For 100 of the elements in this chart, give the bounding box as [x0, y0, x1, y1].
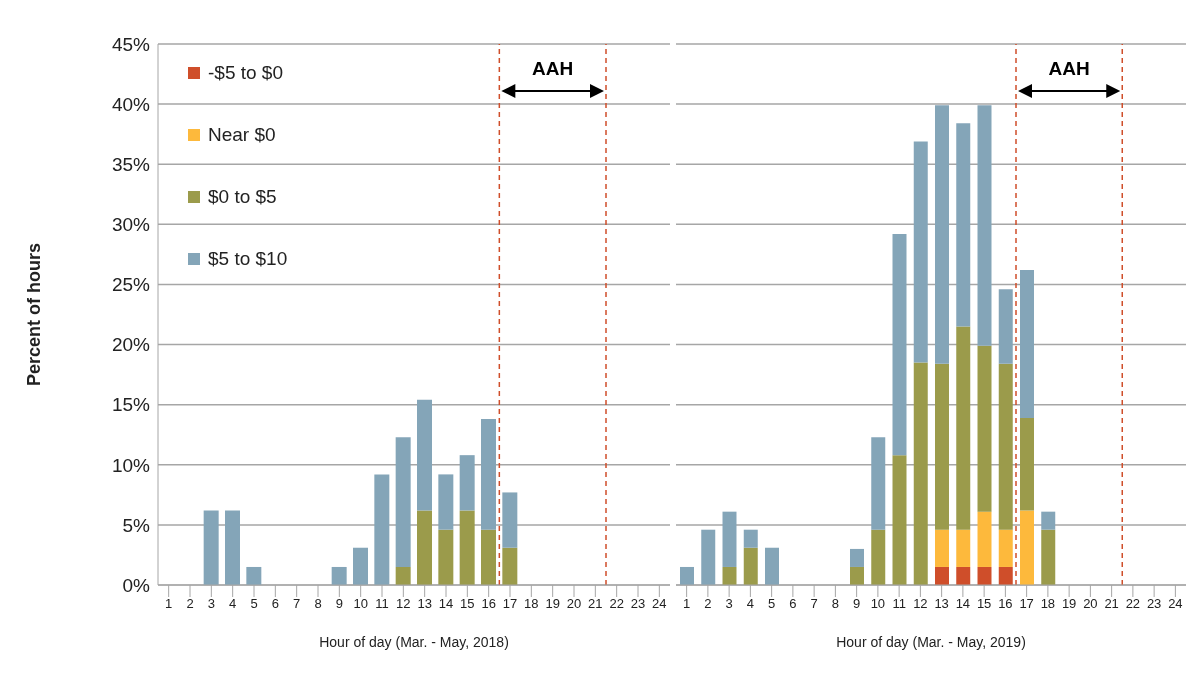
x-tick-label: 19 [1061, 596, 1077, 612]
bar [956, 123, 971, 327]
bar [203, 510, 219, 585]
x-tick-label: 23 [630, 596, 646, 612]
x-tick-label: 5 [250, 596, 258, 612]
bar [331, 566, 347, 585]
x-tick-label: 20 [566, 596, 582, 612]
bar [850, 566, 864, 585]
x-tick-label: 21 [1104, 596, 1119, 612]
bar [417, 399, 432, 511]
y-tick-label: 25% [111, 274, 151, 296]
bar [765, 547, 779, 585]
x-tick-label: 14 [955, 596, 971, 612]
x-tick-label: 7 [293, 596, 301, 612]
x-tick-label: 2 [186, 596, 194, 612]
x-tick-label: 24 [1168, 596, 1183, 612]
x-tick-label: 8 [831, 596, 839, 612]
x-tick-label: 10 [353, 596, 368, 612]
bar [871, 437, 886, 530]
x-tick-label: 5 [768, 596, 776, 612]
x-tick-label: 11 [892, 596, 906, 612]
y-tick-label: 5% [122, 514, 151, 536]
x-tick-label: 17 [1019, 596, 1034, 612]
bar [743, 529, 758, 548]
legend-label: $5 to $10 [208, 248, 288, 270]
bar [956, 529, 971, 567]
annotation: AAH [532, 58, 574, 79]
x-tick-label: 3 [725, 596, 733, 612]
bar [459, 510, 475, 585]
x-tick-label: 16 [481, 596, 496, 612]
x-tick-label: 20 [1083, 596, 1098, 612]
legend-label: -$5 to $0 [208, 62, 283, 84]
bar [225, 510, 240, 585]
x-tick-label: 16 [998, 596, 1013, 612]
bar [998, 529, 1013, 567]
y-tick-label: 0% [122, 574, 151, 596]
x-tick-label: 1 [165, 596, 173, 612]
x-tick-label: 1 [683, 596, 691, 612]
bar [1041, 529, 1056, 585]
x-tick-label: 14 [438, 596, 454, 612]
y-tick-label: 20% [111, 334, 151, 356]
bar [743, 547, 758, 585]
bar [722, 566, 737, 585]
x-tick-label: 7 [810, 596, 818, 612]
y-axis-title: Percent of hours [24, 242, 45, 387]
bar [395, 566, 411, 585]
x-tick-label: 22 [609, 596, 624, 612]
bar [935, 566, 949, 585]
x-tick-label: 6 [789, 596, 797, 612]
bar [892, 455, 907, 585]
x-tick-label: 19 [545, 596, 560, 612]
bar [977, 566, 992, 585]
x-tick-label: 8 [314, 596, 322, 612]
x-tick-label: 22 [1125, 596, 1141, 612]
bar [722, 511, 737, 567]
bar [353, 547, 368, 585]
bar [850, 548, 864, 567]
x-tick-label: 9 [853, 596, 861, 612]
bar [481, 529, 496, 585]
x-tick-label: 12 [396, 596, 411, 612]
y-tick-label: 10% [111, 454, 151, 476]
y-tick-label: 40% [111, 93, 151, 115]
bar [395, 437, 411, 567]
bar [935, 105, 949, 364]
bar [935, 363, 949, 530]
bar [374, 474, 390, 585]
bar [1020, 270, 1034, 418]
bar [935, 529, 949, 567]
x-tick-label: 18 [1040, 596, 1056, 612]
x-tick-label: 13 [417, 596, 432, 612]
bar [977, 345, 992, 512]
x-tick-label: 12 [913, 596, 928, 612]
x-tick-label: 10 [870, 596, 886, 612]
bar [1020, 417, 1034, 511]
x-tick-label: 17 [502, 596, 518, 612]
bar [956, 566, 971, 585]
x-tick-label: 4 [746, 596, 754, 612]
legend-label: Near $0 [208, 124, 276, 146]
x-tick-label: 13 [934, 596, 949, 612]
bar [502, 547, 518, 585]
bar [246, 566, 262, 585]
x-axis-title: Hour of day (Mar. - May, 2018) [319, 634, 509, 650]
x-tick-label: 23 [1146, 596, 1162, 612]
bar [977, 511, 992, 567]
x-tick-label: 15 [460, 596, 475, 612]
x-tick-label: 3 [207, 596, 215, 612]
x-tick-label: 24 [652, 596, 667, 612]
x-tick-label: 18 [524, 596, 539, 612]
bar [680, 566, 694, 585]
y-tick-label: 30% [111, 214, 151, 236]
bar [892, 233, 907, 456]
bar [956, 326, 971, 530]
x-tick-label: 6 [271, 596, 279, 612]
bar [913, 362, 928, 585]
x-tick-label: 11 [375, 596, 389, 612]
bar [438, 529, 454, 585]
x-tick-label: 9 [335, 596, 343, 612]
bar [701, 529, 716, 585]
bar [1020, 510, 1034, 585]
x-tick-label: 2 [704, 596, 712, 612]
